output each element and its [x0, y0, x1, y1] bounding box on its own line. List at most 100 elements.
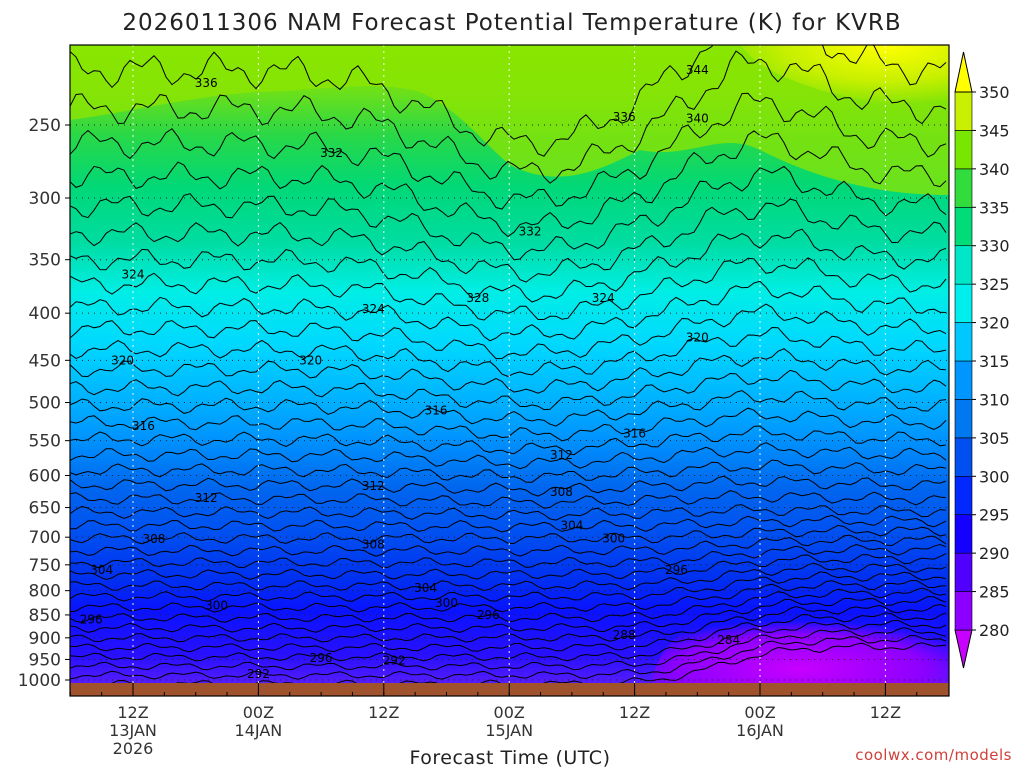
contour-label: 316	[623, 426, 646, 440]
contour-line	[70, 50, 947, 184]
contour-line	[70, 524, 947, 545]
colorbar-segment	[954, 206, 973, 247]
colorbar-segment	[954, 475, 973, 516]
contour-line	[70, 442, 947, 470]
contour-line	[70, 595, 947, 633]
contour-label: 320	[299, 353, 322, 367]
contour-label-text: 320	[111, 353, 134, 367]
contour-label-text: 296	[477, 608, 500, 622]
contour-label-text: 344	[686, 63, 709, 77]
contour-label: 320	[686, 330, 709, 344]
contour-label-text: 332	[320, 146, 343, 160]
y-tick-label: 500	[29, 394, 61, 414]
contour-label-text: 324	[122, 267, 145, 281]
x-tick-label: 2026	[113, 739, 154, 758]
colorbar-segment	[954, 552, 973, 592]
x-axis-label: Forecast Time (UTC)	[410, 747, 611, 768]
x-tick-label: 12Z	[368, 703, 399, 722]
upper-yellow-region	[70, 45, 949, 195]
y-tick-label: 650	[29, 499, 61, 519]
x-tick-label: 12Z	[870, 703, 901, 722]
contour-label: 300	[205, 598, 228, 612]
contour-line	[70, 475, 947, 497]
x-tick-label: 00Z	[243, 703, 274, 722]
contour-label: 296	[80, 613, 103, 627]
contour-label-text: 296	[665, 563, 688, 577]
contour-label-text: 312	[195, 491, 218, 505]
contour-label-text: 308	[550, 485, 573, 499]
x-tick-label: 00Z	[744, 703, 775, 722]
colorbar-segment	[954, 514, 973, 554]
contour-line	[70, 543, 947, 569]
y-tick-label: 450	[29, 351, 61, 371]
contour-lines	[70, 45, 947, 689]
contour-line	[70, 603, 947, 643]
contour-labels: 336 332 324 320 316 312 308 304 300 296 296 292 324 3…	[80, 63, 740, 681]
contour-label-text: 328	[466, 291, 489, 305]
contour-label: 324	[362, 302, 385, 316]
contour-line	[70, 459, 947, 483]
contour-line	[70, 198, 947, 283]
contour-label: 312	[362, 479, 385, 493]
contour-label: 300	[435, 596, 458, 610]
contour-label-text: 312	[362, 479, 385, 493]
colorbar-segment	[954, 437, 973, 477]
colorbar-label: 310	[979, 390, 1010, 409]
contour-line	[70, 504, 947, 521]
contour-line	[70, 579, 947, 613]
contour-label: 292	[247, 667, 270, 681]
contour-label-text: 308	[362, 538, 385, 552]
contour-label: 296	[310, 651, 333, 665]
contour-line	[70, 165, 947, 261]
contour-label: 312	[195, 491, 218, 505]
contour-label: 296	[665, 563, 688, 577]
colorbar-segment	[954, 322, 973, 362]
colorbar-label: 340	[979, 160, 1010, 179]
colorbar-segment	[954, 399, 973, 439]
contour-label: 340	[686, 112, 709, 126]
colorbar-segment	[954, 168, 973, 208]
contour-label: 300	[602, 531, 625, 545]
colorbar-segment	[954, 91, 973, 131]
contour-label: 332	[320, 146, 343, 160]
y-tick-label: 400	[29, 304, 61, 324]
contour-line	[70, 369, 947, 411]
contour-label: 312	[550, 448, 573, 462]
colorbar-segment	[954, 245, 973, 285]
contour-line	[70, 45, 947, 157]
contour-line	[70, 130, 947, 238]
colorbar-segment	[954, 130, 973, 170]
colorbar-label: 350	[979, 83, 1010, 102]
y-tick-label: 250	[29, 116, 61, 136]
contour-label: 328	[466, 291, 489, 305]
contour-label-text: 316	[425, 403, 448, 417]
contour-line	[70, 92, 947, 210]
contour-label: 316	[425, 403, 448, 417]
contour-label-text: 320	[299, 353, 322, 367]
contour-line	[70, 425, 947, 456]
contour-label: 292	[383, 654, 406, 668]
contour-line	[70, 587, 947, 623]
contour-line	[70, 534, 947, 557]
colorbar-label: 325	[979, 275, 1010, 294]
contour-line	[70, 514, 947, 533]
contour-label: 336	[613, 110, 636, 124]
contour-label: 308	[550, 485, 573, 499]
contour-label: 320	[111, 353, 134, 367]
contour-line	[70, 612, 947, 653]
colorbar-label: 285	[979, 583, 1010, 602]
contour-line	[70, 228, 947, 303]
contour-label: 304	[90, 563, 113, 577]
contour-label-text: 300	[205, 598, 228, 612]
y-tick-label: 600	[29, 466, 61, 486]
contour-label-text: 300	[602, 531, 625, 545]
contour-label: 304	[560, 519, 583, 533]
y-tick-label: 800	[29, 582, 61, 602]
colorbar-label: 290	[979, 544, 1010, 563]
x-tick-label: 16JAN	[736, 721, 784, 740]
colorbar-label: 330	[979, 237, 1010, 256]
contour-label-text: 308	[142, 532, 165, 546]
contour-line	[70, 562, 947, 592]
colorbar-label: 345	[979, 121, 1010, 140]
